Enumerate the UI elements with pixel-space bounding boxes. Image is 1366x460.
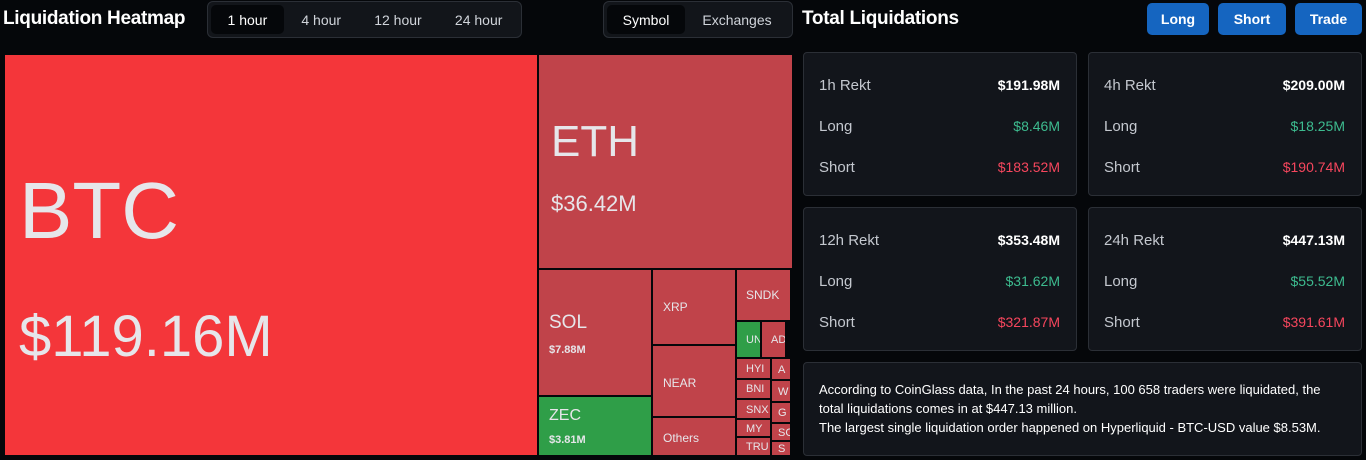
tile-symbol: BTC xyxy=(19,166,179,255)
tile-symbol: NEAR xyxy=(663,376,697,390)
tile-symbol: BNI xyxy=(746,383,765,395)
tile-symbol: W xyxy=(778,386,789,398)
action-button[interactable]: Short xyxy=(1218,3,1286,35)
card-title: 12h Rekt xyxy=(819,232,880,249)
heatmap-title: Liquidation Heatmap xyxy=(3,8,186,29)
tile-amount: $3.81M xyxy=(549,434,586,446)
tile-symbol: XRP xyxy=(663,300,688,314)
heatmap: BTC $119.16M ETH $36.42M SOL $7.88M ZEC $3.81M X… xyxy=(3,53,793,456)
timeframe-tab[interactable]: 4 hour xyxy=(301,11,342,28)
row-value: $18.25M xyxy=(1290,118,1345,134)
tile-symbol: SOL xyxy=(549,312,588,333)
card-title: 24h Rekt xyxy=(1104,232,1165,249)
timeframe-tab[interactable]: 24 hour xyxy=(454,11,503,28)
view-tab[interactable]: Exchanges xyxy=(702,11,772,28)
totals-title: Total Liquidations xyxy=(802,8,959,29)
tile-symbol: ETH xyxy=(551,117,639,166)
heatmap-tile[interactable]: ZEC $3.81M xyxy=(538,396,652,456)
card-total: $191.98M xyxy=(997,77,1060,93)
row-label: Long xyxy=(819,118,853,135)
tile-amount: $36.42M xyxy=(551,191,637,216)
heatmap-tile[interactable]: W xyxy=(771,380,791,402)
heatmap-tile[interactable]: SOL $7.88M xyxy=(538,269,652,396)
row-value: $391.61M xyxy=(1282,314,1345,330)
tile-symbol: UN xyxy=(746,334,761,346)
heatmap-tile[interactable]: Others xyxy=(652,417,736,456)
row-value: $190.74M xyxy=(1282,159,1345,175)
heatmap-tile[interactable]: XRP xyxy=(652,269,736,345)
card-total: $209.00M xyxy=(1282,77,1345,93)
row-label: Long xyxy=(1104,273,1138,290)
view-tab[interactable]: Symbol xyxy=(607,5,685,34)
summary-note: According to CoinGlass data, In the past… xyxy=(803,362,1362,456)
tile-symbol: AD xyxy=(771,334,786,346)
row-label: Short xyxy=(819,159,855,176)
card-total: $447.13M xyxy=(1282,232,1345,248)
action-button[interactable]: Trade xyxy=(1295,3,1362,35)
tile-amount: $119.16M xyxy=(19,304,273,369)
heatmap-tile[interactable]: SNDK xyxy=(736,269,791,321)
note-line: According to CoinGlass data, In the past… xyxy=(819,382,1321,416)
tile-symbol: SC xyxy=(778,427,790,439)
heatmap-tile[interactable]: BTC $119.16M xyxy=(4,54,538,456)
action-button[interactable]: Long xyxy=(1147,3,1209,35)
heatmap-tile[interactable]: S xyxy=(771,441,791,456)
heatmap-tile[interactable]: AD xyxy=(761,321,786,358)
row-label: Long xyxy=(819,273,853,290)
heatmap-tile[interactable]: BNI xyxy=(736,379,771,399)
heatmap-tile[interactable]: SC xyxy=(771,423,791,441)
heatmap-tile[interactable]: UN xyxy=(736,321,761,358)
tile-symbol: TRU xyxy=(746,441,769,453)
tile-symbol: G xyxy=(778,407,787,419)
tile-symbol: A xyxy=(778,364,786,376)
timeframe-tab[interactable]: 1 hour xyxy=(211,5,284,34)
row-value: $8.46M xyxy=(1013,118,1060,134)
tile-amount: $7.88M xyxy=(549,344,586,356)
heatmap-tile[interactable]: A xyxy=(771,358,791,380)
tile-symbol: HYI xyxy=(746,363,765,375)
rekt-card: 1h Rekt $191.98M Long $8.46M Short $183.52M xyxy=(803,52,1077,196)
tile-symbol: ZEC xyxy=(549,407,581,424)
rekt-card: 12h Rekt $353.48M Long $31.62M Short $321.87M xyxy=(803,207,1077,351)
tile-symbol: SNX xyxy=(746,404,769,416)
row-value: $31.62M xyxy=(1005,273,1060,289)
timeframe-tabs: 1 hour 4 hour 12 hour 24 hour xyxy=(207,1,522,38)
row-value: $183.52M xyxy=(997,159,1060,175)
heatmap-tile[interactable]: G xyxy=(771,402,791,423)
row-value: $55.52M xyxy=(1290,273,1345,289)
tile-symbol: S xyxy=(778,443,786,455)
row-label: Short xyxy=(819,314,855,331)
note-line: The largest single liquidation order hap… xyxy=(819,420,1321,435)
timeframe-tab[interactable]: 12 hour xyxy=(374,11,422,28)
heatmap-tile[interactable]: SNX xyxy=(736,399,771,419)
row-label: Short xyxy=(1104,314,1140,331)
row-value: $321.87M xyxy=(997,314,1060,330)
view-tabs: Symbol Exchanges xyxy=(603,1,793,38)
card-title: 1h Rekt xyxy=(819,77,871,94)
row-label: Long xyxy=(1104,118,1138,135)
tile-symbol: SNDK xyxy=(746,288,780,302)
rekt-card: 24h Rekt $447.13M Long $55.52M Short $391.61M xyxy=(1088,207,1362,351)
heatmap-tile[interactable]: MY xyxy=(736,419,771,437)
tile-symbol: MY xyxy=(746,423,763,435)
row-label: Short xyxy=(1104,159,1140,176)
heatmap-tile[interactable]: NEAR xyxy=(652,345,736,417)
card-title: 4h Rekt xyxy=(1104,77,1156,94)
heatmap-tile[interactable]: HYI xyxy=(736,358,771,379)
heatmap-tile[interactable]: ETH $36.42M xyxy=(538,54,793,269)
tile-symbol: Others xyxy=(663,431,700,445)
rekt-card: 4h Rekt $209.00M Long $18.25M Short $190.74M xyxy=(1088,52,1362,196)
card-total: $353.48M xyxy=(997,232,1060,248)
heatmap-tile[interactable]: TRU xyxy=(736,437,771,456)
